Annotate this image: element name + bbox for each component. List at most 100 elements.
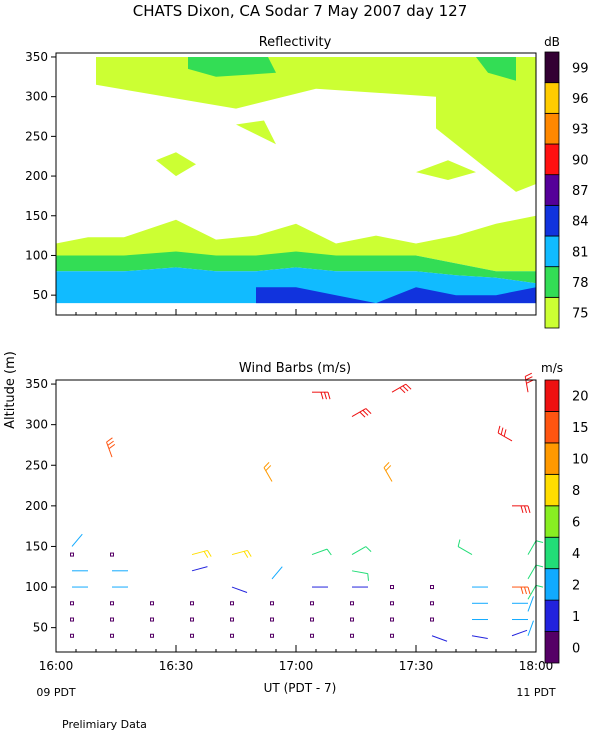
wind-barb [70, 617, 74, 622]
reflectivity-frame [55, 52, 537, 316]
calm-marker [230, 633, 234, 638]
wind-y-tick-label: 300 [25, 418, 48, 432]
reflectivity-band-78db [56, 251, 536, 284]
barb-flag [385, 465, 392, 472]
wind-barb [271, 566, 283, 580]
calm-marker [110, 601, 114, 606]
preliminary-data-note: Prelimiary Data [62, 718, 147, 731]
reflectivity-band-84db [256, 287, 536, 304]
barb-shaft [106, 441, 113, 458]
wind-barb [110, 633, 114, 638]
reflectivity-y-tick-label: 150 [25, 209, 48, 223]
barb-shaft [527, 620, 534, 636]
wind-y-tick-label: 150 [25, 539, 48, 553]
wind-barb [70, 601, 74, 606]
barb-flag [365, 546, 372, 552]
calm-marker [310, 617, 314, 622]
barb-flag [367, 573, 370, 581]
reflectivity-colorbar-swatch [544, 266, 560, 298]
wind-y-tick-label: 50 [33, 621, 48, 635]
reflectivity-colorbar-label: 78 [572, 276, 589, 291]
barb-flag [405, 383, 412, 390]
wind-x-tick-label: 17:30 [399, 659, 434, 673]
reflectivity-colorbar-swatch [544, 51, 560, 84]
wind-barb [106, 437, 116, 458]
wind-barb [230, 633, 234, 638]
calm-marker [350, 617, 354, 622]
wind-x-tick-label: 16:00 [39, 659, 74, 673]
wind-barb [527, 620, 534, 636]
barb-flag [497, 425, 501, 434]
wind-barb [351, 546, 372, 556]
wind-barb [190, 601, 194, 606]
wind-y-tick-label: 350 [25, 377, 48, 391]
calm-marker [150, 633, 154, 638]
barb-flag [457, 539, 461, 547]
reflectivity-colorbar: 75 78 81 84 87 90 93 96 99 [544, 51, 589, 329]
wind-x-tick-sublabel: 11 PDT [516, 686, 556, 699]
wind-colorbar-unit: m/s [541, 361, 563, 375]
barb-flag [327, 392, 331, 400]
calm-marker [310, 633, 314, 638]
wind-barb [231, 586, 248, 593]
wind-barb [350, 633, 354, 638]
wind-barb [270, 617, 274, 622]
barb-shaft [527, 540, 537, 555]
calm-marker [70, 617, 74, 622]
wind-barb [527, 540, 544, 555]
reflectivity-patch-78db-6 [476, 57, 516, 81]
calm-marker [110, 617, 114, 622]
barb-shaft [351, 546, 367, 556]
wind-colorbar-label: 20 [572, 390, 589, 405]
calm-marker [190, 601, 194, 606]
wind-colorbar-label: 8 [572, 484, 580, 499]
figure-title: CHATS Dixon, CA Sodar 7 May 2007 day 127 [133, 2, 468, 20]
wind-colorbar: 0 1 2 4 6 8 10 15 20 [544, 379, 589, 664]
barb-shaft [527, 564, 537, 580]
wind-barb [230, 617, 234, 622]
wind-barb [310, 633, 314, 638]
calm-marker [430, 601, 434, 606]
wind-barbs-title: Wind Barbs (m/s) [239, 361, 351, 376]
wind-barb [350, 601, 354, 606]
wind-barb [430, 585, 434, 590]
reflectivity-colorbar-swatch [544, 296, 560, 329]
calm-marker [390, 617, 394, 622]
wind-barb [263, 462, 273, 482]
wind-barb [383, 462, 393, 482]
reflectivity-y-tick-label: 200 [25, 169, 48, 183]
reflectivity-title: Reflectivity [259, 35, 332, 50]
barb-flag [326, 548, 332, 556]
barb-flag [524, 586, 527, 595]
calm-marker [150, 617, 154, 622]
reflectivity-patch-75db-2 [156, 152, 196, 177]
barb-flag [526, 379, 534, 384]
wind-barb [70, 633, 74, 638]
wind-barb [390, 617, 394, 622]
wind-colorbar-swatch [544, 536, 560, 570]
wind-barb [390, 633, 394, 638]
barb-shaft [311, 548, 328, 556]
barb-shaft [191, 549, 208, 556]
calm-marker [430, 585, 434, 590]
wind-barb [191, 566, 208, 572]
calm-marker [70, 633, 74, 638]
wind-colorbar-label: 4 [572, 547, 580, 562]
barb-shaft [524, 376, 529, 393]
calm-marker [110, 633, 114, 638]
calm-marker [390, 585, 394, 590]
wind-barb [230, 601, 234, 606]
wind-barb [191, 549, 212, 558]
calm-marker [70, 601, 74, 606]
calm-marker [390, 601, 394, 606]
barb-shaft [527, 585, 537, 600]
wind-barb [524, 372, 534, 393]
barb-shaft [351, 570, 368, 575]
reflectivity-colorbar-label: 84 [572, 215, 589, 230]
reflectivity-y-tick-label: 300 [25, 90, 48, 104]
wind-barb [150, 617, 154, 622]
calm-marker [230, 601, 234, 606]
reflectivity-colorbar-label: 93 [572, 123, 589, 138]
reflectivity-colorbar-swatch [544, 143, 560, 176]
